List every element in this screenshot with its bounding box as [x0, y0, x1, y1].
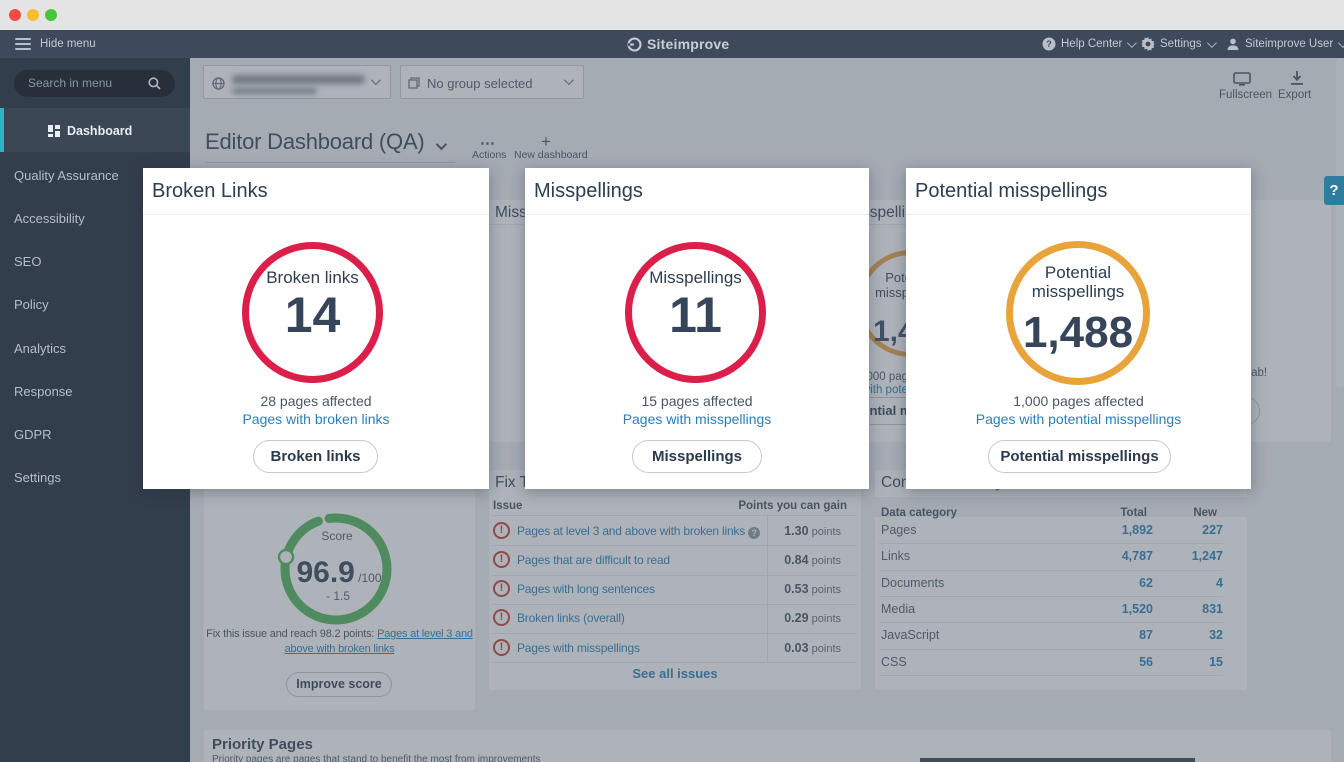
svg-text:?: ?: [1046, 39, 1052, 49]
